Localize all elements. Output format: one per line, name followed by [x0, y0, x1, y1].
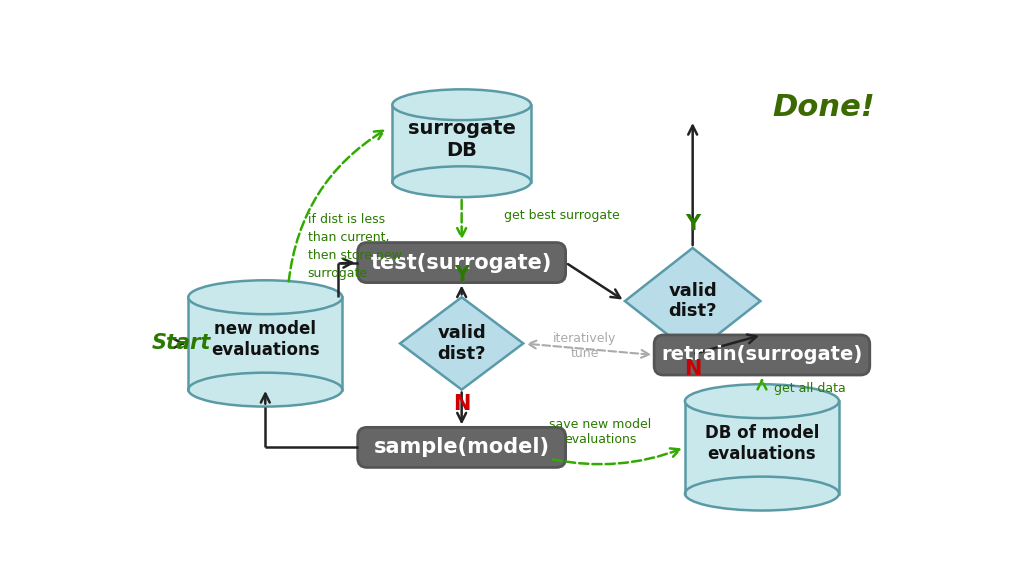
- Text: get all data: get all data: [773, 381, 845, 395]
- Text: Done!: Done!: [772, 92, 874, 121]
- Ellipse shape: [188, 373, 342, 406]
- Text: retrain(surrogate): retrain(surrogate): [662, 346, 862, 364]
- Text: test(surrogate): test(surrogate): [371, 253, 552, 273]
- Ellipse shape: [685, 384, 839, 418]
- Text: Y: Y: [454, 265, 469, 285]
- Text: save new model
evaluations: save new model evaluations: [549, 418, 651, 446]
- FancyBboxPatch shape: [357, 242, 565, 283]
- Text: N: N: [684, 359, 701, 379]
- Bar: [685, 401, 839, 493]
- Text: sample(model): sample(model): [374, 437, 550, 457]
- Text: if dist is less
than current,
then store new
surrogate: if dist is less than current, then store…: [307, 213, 401, 280]
- Polygon shape: [625, 248, 761, 354]
- FancyBboxPatch shape: [654, 335, 869, 375]
- Text: valid
dist?: valid dist?: [669, 281, 717, 321]
- Text: get best surrogate: get best surrogate: [504, 210, 620, 223]
- Ellipse shape: [392, 89, 531, 120]
- Text: Y: Y: [685, 214, 700, 234]
- Text: valid
dist?: valid dist?: [437, 324, 486, 363]
- Text: DB of model
evaluations: DB of model evaluations: [705, 424, 819, 463]
- Ellipse shape: [685, 477, 839, 510]
- Text: Start: Start: [153, 333, 212, 353]
- Polygon shape: [400, 297, 523, 390]
- Ellipse shape: [188, 280, 342, 314]
- Text: surrogate
DB: surrogate DB: [408, 119, 516, 160]
- Text: N: N: [453, 394, 470, 414]
- Bar: [188, 297, 342, 390]
- Text: iteratively
tune: iteratively tune: [553, 332, 616, 360]
- FancyBboxPatch shape: [357, 427, 565, 467]
- Ellipse shape: [392, 166, 531, 197]
- Text: new model
evaluations: new model evaluations: [211, 320, 319, 359]
- Bar: [392, 105, 531, 182]
